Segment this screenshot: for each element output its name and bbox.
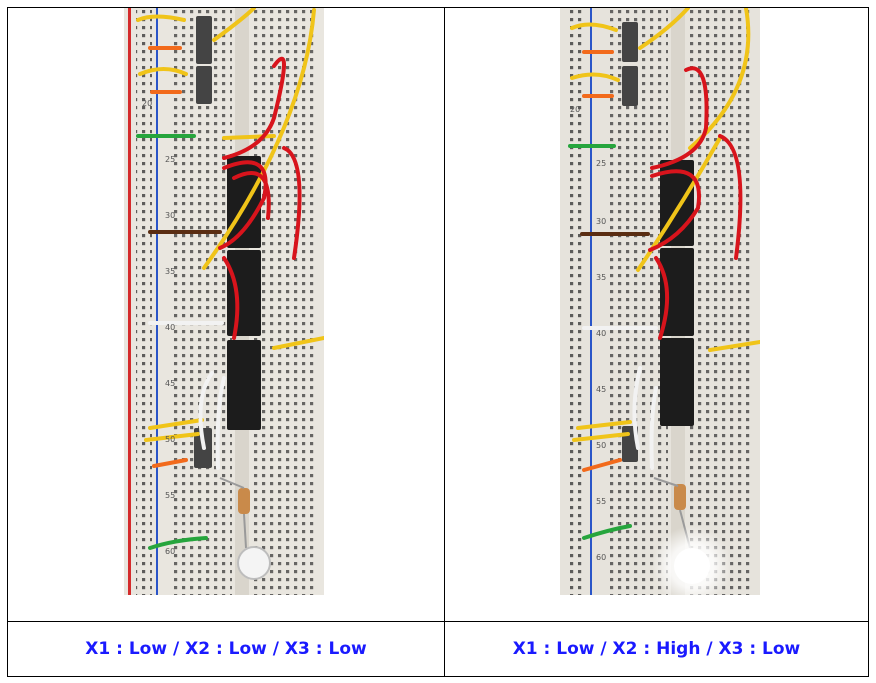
slide-switch: [622, 22, 638, 62]
caption-left: X1 : Low / X2 : Low / X3 : Low: [85, 639, 367, 659]
led: [237, 546, 271, 580]
comparison-table: 20 25 30 35 40 45 50 55 60: [7, 7, 869, 677]
resistor: [674, 484, 686, 510]
ic-chip: [660, 338, 694, 426]
svg-text:25: 25: [596, 159, 606, 168]
ic-chip: [227, 340, 261, 430]
svg-text:50: 50: [165, 435, 175, 444]
caption-right: X1 : Low / X2 : High / X3 : Low: [512, 639, 801, 659]
slide-switch: [196, 66, 212, 104]
svg-text:35: 35: [165, 267, 175, 276]
breadboard-photo-on: 20 25 30 35 40 45 50 55 60: [560, 8, 760, 595]
svg-text:20: 20: [570, 105, 580, 114]
svg-text:40: 40: [596, 329, 606, 338]
svg-text:50: 50: [596, 441, 606, 450]
ic-chip: [227, 250, 261, 336]
slide-switch: [196, 16, 212, 64]
svg-text:55: 55: [165, 491, 175, 500]
breadboard-photo-off: 20 25 30 35 40 45 50 55 60: [124, 8, 324, 595]
ic-chip: [660, 248, 694, 336]
svg-text:40: 40: [165, 323, 175, 332]
svg-text:60: 60: [596, 553, 606, 562]
table-divider-vertical: [444, 8, 445, 676]
svg-text:25: 25: [165, 155, 175, 164]
svg-text:45: 45: [596, 385, 606, 394]
svg-text:30: 30: [165, 211, 175, 220]
svg-text:55: 55: [596, 497, 606, 506]
table-divider-horizontal: [8, 621, 868, 622]
svg-text:60: 60: [165, 547, 175, 556]
led: [674, 548, 710, 584]
slide-switch: [622, 66, 638, 106]
svg-text:35: 35: [596, 273, 606, 282]
svg-text:45: 45: [165, 379, 175, 388]
ic-chip: [227, 156, 261, 248]
resistor: [238, 488, 250, 514]
svg-text:20: 20: [142, 99, 152, 108]
svg-text:30: 30: [596, 217, 606, 226]
